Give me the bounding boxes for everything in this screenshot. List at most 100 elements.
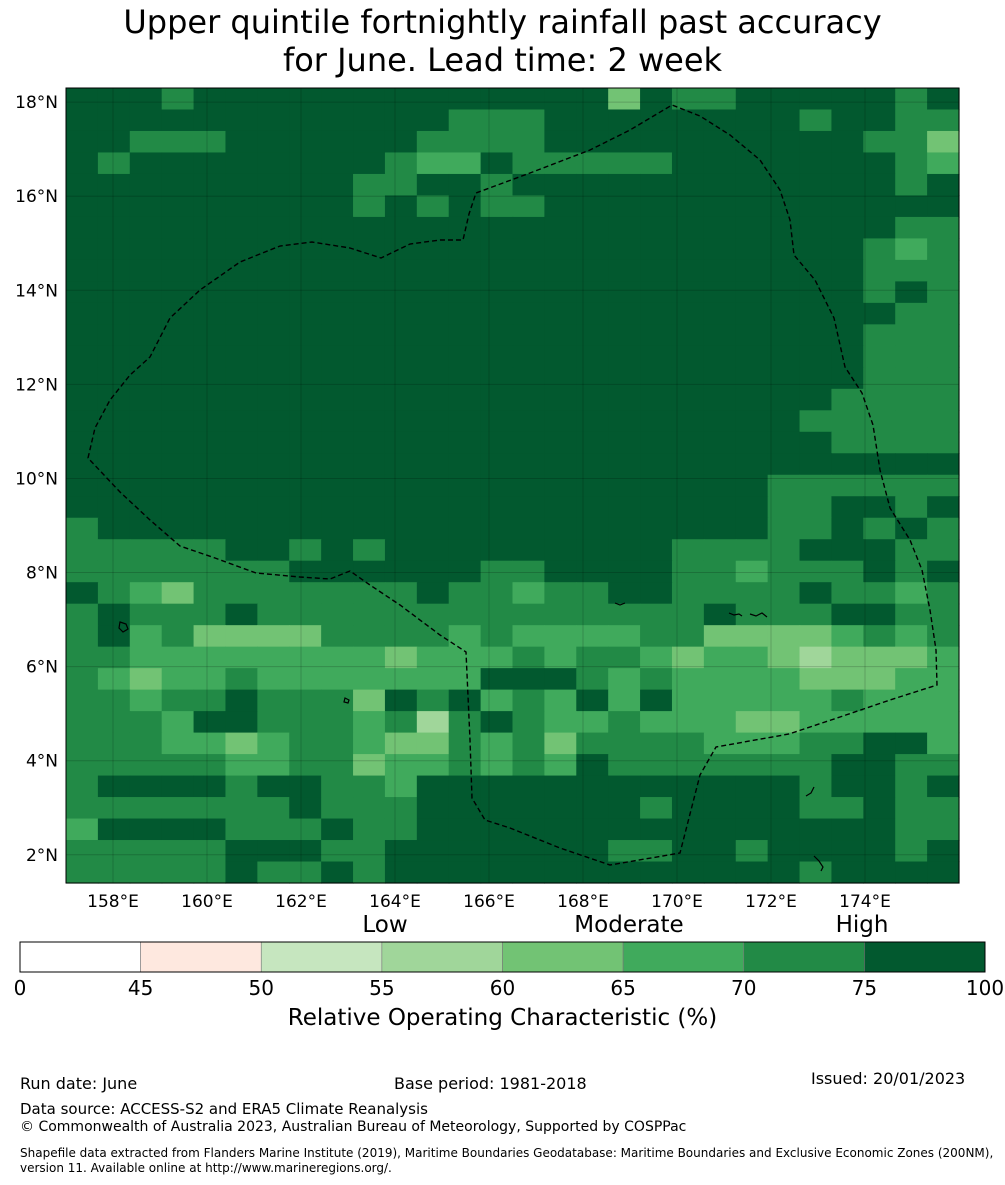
grid-cell (895, 474, 928, 497)
grid-cell (289, 152, 322, 175)
grid-cell (831, 410, 864, 433)
grid-cell (257, 560, 290, 583)
grid-cell (831, 302, 864, 325)
grid-cell (799, 775, 833, 798)
grid-cell (353, 88, 386, 111)
longitude-tick-label: 168°E (557, 892, 609, 912)
grid-cell (927, 818, 960, 841)
grid-cell (193, 539, 227, 562)
grid-cell (97, 388, 131, 411)
grid-cell (703, 625, 737, 648)
grid-cell (289, 324, 322, 347)
grid-cell (225, 238, 258, 261)
grid-cell (193, 646, 227, 669)
grid-cell (129, 754, 163, 777)
grid-cell (799, 625, 833, 648)
grid-cell (225, 474, 258, 497)
grid-cell (703, 689, 737, 712)
grid-cell (448, 539, 482, 562)
grid-cell (927, 152, 960, 175)
grid-cell (129, 345, 163, 368)
grid-cell (544, 216, 577, 240)
grid-cell (97, 496, 131, 519)
grid-cell (321, 410, 354, 433)
grid-cell (799, 130, 833, 154)
latitude-tick-label: 18°N (15, 93, 58, 113)
grid-cell (257, 431, 290, 454)
grid-cell (257, 388, 290, 411)
grid-cell (97, 130, 131, 154)
grid-cell (512, 453, 545, 476)
grid-cell (416, 861, 450, 884)
grid-cell (289, 625, 322, 648)
grid-cell (799, 152, 833, 175)
grid-cell (735, 539, 769, 562)
grid-cell (97, 173, 131, 197)
grid-cell (225, 539, 258, 562)
grid-cell (863, 797, 896, 820)
grid-cell (97, 818, 131, 841)
colorbar-tick-label: 45 (127, 976, 154, 1000)
grid-cell (895, 732, 928, 755)
grid-cell (640, 818, 673, 841)
grid-cell (544, 582, 577, 605)
grid-cell (66, 818, 99, 841)
grid-cell (193, 238, 227, 261)
grid-cell (66, 216, 99, 240)
grid-cell (544, 646, 577, 669)
colorbar-band (502, 941, 624, 973)
grid-cell (416, 474, 450, 497)
grid-cell (257, 453, 290, 476)
grid-cell (193, 496, 227, 519)
grid-cell (703, 109, 737, 132)
grid-cell (576, 281, 609, 304)
grid-cell (161, 388, 195, 411)
grid-cell (831, 216, 864, 240)
grid-cell (321, 431, 354, 454)
grid-cell (831, 689, 864, 712)
grid-cell (448, 646, 482, 669)
grid-cell (66, 324, 99, 347)
grid-cell (97, 840, 131, 863)
grid-cell (193, 302, 227, 325)
grid-cell (671, 818, 705, 841)
grid-cell (735, 840, 769, 863)
grid-cell (735, 517, 769, 540)
grid-cell (448, 560, 482, 583)
grid-cell (863, 732, 896, 755)
grid-cell (66, 539, 99, 562)
grid-cell (257, 689, 290, 712)
grid-cell (703, 732, 737, 755)
grid-cell (384, 281, 418, 304)
grid-cell (799, 453, 833, 476)
grid-cell (703, 173, 737, 197)
grid-cell (640, 259, 673, 282)
grid-cell (799, 410, 833, 433)
grid-cell (161, 646, 195, 669)
grid-cell (161, 582, 195, 605)
grid-cell (225, 861, 258, 884)
grid-cell (895, 582, 928, 605)
grid-cell (225, 625, 258, 648)
grid-cell (353, 367, 386, 390)
grid-cell (576, 818, 609, 841)
grid-cell (895, 88, 928, 111)
grid-cell (927, 517, 960, 540)
grid-cell (576, 410, 609, 433)
grid-cell (831, 130, 864, 154)
grid-cell (767, 689, 801, 712)
grid-cell (767, 152, 801, 175)
grid-cell (544, 732, 577, 755)
grid-cell (831, 259, 864, 282)
grid-cell (384, 109, 418, 132)
grid-cell (767, 775, 801, 798)
grid-cell (831, 238, 864, 261)
grid-cell (863, 668, 896, 691)
grid-cell (544, 496, 577, 519)
grid-cell (129, 216, 163, 240)
grid-cell (416, 775, 450, 798)
grid-cell (735, 281, 769, 304)
grid-cell (289, 775, 322, 798)
grid-cell (193, 517, 227, 540)
grid-cell (225, 797, 258, 820)
